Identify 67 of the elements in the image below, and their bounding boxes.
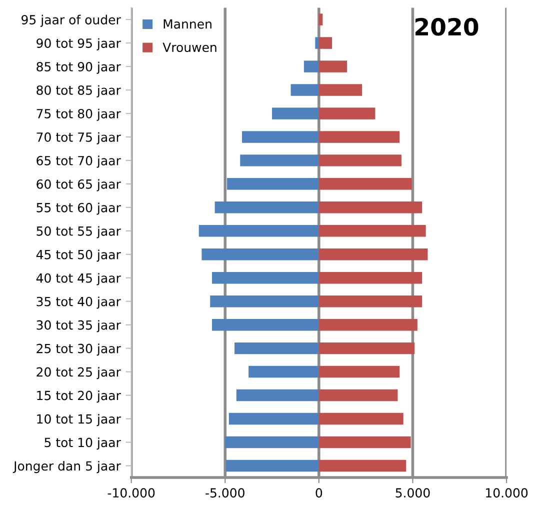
legend-label: Mannen: [164, 19, 212, 29]
bar: [240, 154, 319, 166]
bar: [234, 342, 319, 354]
bar: [318, 108, 376, 120]
y-tick-label: 55 tot 60 jaar: [36, 202, 121, 215]
bar: [242, 131, 319, 143]
bar: [304, 60, 319, 72]
bar: [318, 295, 422, 308]
x-tick-label: 5.000: [396, 488, 430, 498]
bar: [318, 248, 428, 260]
y-tick-label: 90 tot 95 jaar: [36, 38, 121, 50]
bar: [226, 460, 319, 472]
bar: [318, 342, 415, 354]
bar: [318, 412, 404, 425]
bar: [236, 389, 319, 402]
y-tick-label: 70 tot 75 jaar: [36, 132, 121, 144]
x-tick-label: 0: [316, 488, 322, 498]
bar: [315, 37, 319, 49]
bar: [318, 272, 422, 284]
bar: [318, 60, 348, 72]
y-tick-label: 50 tot 55 jaar: [36, 226, 121, 238]
y-tick-label: 65 tot 70 jaar: [36, 156, 121, 168]
bar: [248, 366, 319, 378]
x-tick-label: -10.000: [108, 488, 155, 498]
bar: [214, 202, 319, 214]
bar: [212, 272, 319, 284]
bar: [290, 84, 319, 96]
bar: [318, 37, 332, 49]
bar: [212, 318, 319, 331]
y-tick-label: 80 tot 85 jaar: [36, 85, 121, 98]
bar: [318, 84, 362, 96]
y-tick-label: 40 tot 45 jaar: [36, 273, 121, 286]
bar: [198, 225, 319, 237]
y-tick-label: 60 tot 65 jaar: [36, 179, 121, 192]
bar: [202, 248, 319, 260]
bar: [226, 178, 319, 190]
bar: [210, 295, 319, 308]
bar: [318, 460, 406, 472]
bar: [318, 436, 411, 448]
bar: [272, 108, 319, 120]
bar: [318, 389, 398, 402]
y-tick-label: 30 tot 35 jaar: [36, 320, 121, 332]
bar: [318, 318, 418, 331]
y-tick-label: Jonger dan 5 jaar: [12, 460, 121, 474]
bar: [318, 225, 426, 237]
legend-label: Vrouwen: [162, 42, 216, 52]
y-tick-label: 95 jaar of ouder: [22, 14, 121, 27]
bar: [318, 131, 400, 143]
y-tick-label: 25 tot 30 jaar: [36, 344, 121, 356]
bar: [228, 412, 319, 425]
bar: [318, 14, 323, 26]
y-tick-label: 20 tot 25 jaar: [36, 367, 121, 380]
y-tick-label: 15 tot 20 jaar: [37, 390, 121, 403]
x-tick-label: -5.000: [206, 488, 244, 498]
bar: [318, 154, 402, 166]
bar: [318, 178, 412, 190]
x-tick-label: 10.000: [486, 488, 528, 498]
bar: [318, 202, 422, 214]
y-tick-label: 45 tot 50 jaar: [36, 250, 121, 262]
y-tick-label: 75 tot 80 jaar: [36, 108, 121, 121]
bar: [318, 366, 400, 378]
y-tick-label: 85 tot 90 jaar: [36, 62, 121, 74]
y-tick-label: 35 tot 40 jaar: [36, 296, 121, 309]
chart-title: 2020: [416, 18, 478, 36]
y-tick-label: 10 tot 15 jaar: [37, 414, 121, 426]
y-tick-label: 5 tot 10 jaar: [44, 438, 121, 450]
bar: [225, 436, 319, 448]
